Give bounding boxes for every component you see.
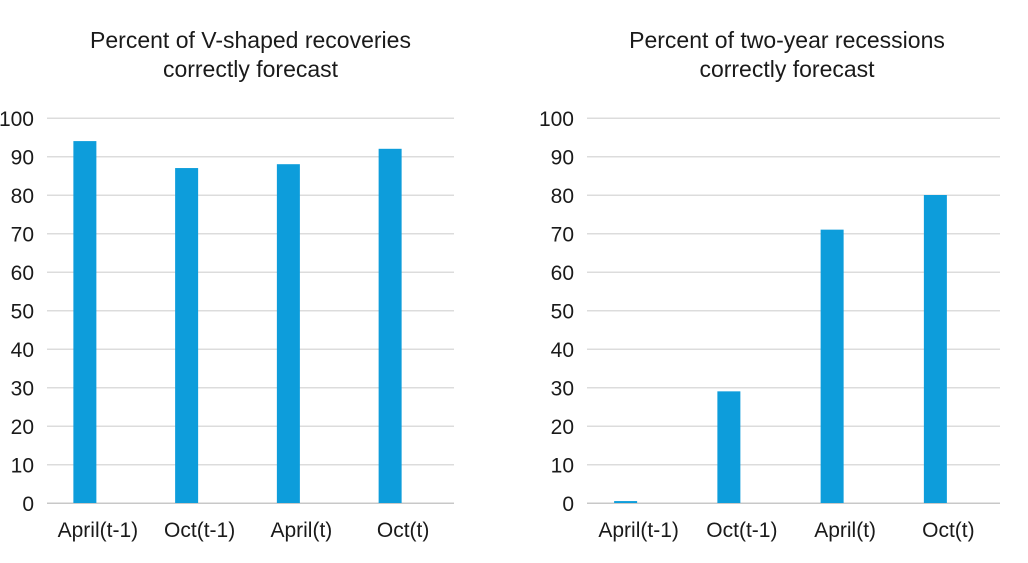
y-tick-label: 30 — [11, 378, 34, 401]
bar — [820, 229, 844, 503]
x-tick-label: Oct(t) — [377, 519, 430, 542]
bar — [614, 501, 638, 503]
y-tick-label: 80 — [11, 185, 34, 208]
bar — [717, 391, 741, 503]
bar-plot-left: 0 10 20 30 40 50 60 70 80 90 100 April(t-1) Oct(t-1)… — [0, 108, 454, 542]
x-tick-label: Oct(t-1) — [706, 519, 777, 542]
chart-title-line-2: correctly forecast — [162, 56, 339, 82]
x-tick-label: April(t) — [814, 519, 876, 542]
chart-title-right: Percent of two-year recessions correctly… — [574, 26, 1000, 84]
chart-two-year-recessions: Percent of two-year recessions correctly… — [514, 0, 1028, 563]
y-tick-label: 10 — [11, 455, 34, 478]
y-tick-label: 90 — [551, 147, 574, 170]
y-tick-label: 90 — [11, 147, 34, 170]
y-tick-label: 100 — [539, 108, 574, 131]
bar — [378, 148, 402, 504]
y-tick-label: 20 — [11, 416, 34, 439]
chart-title-line-1: Percent of V-shaped recoveries — [90, 27, 411, 53]
y-tick-label: 0 — [562, 493, 574, 516]
y-tick-label: 100 — [0, 108, 34, 131]
x-tick-label: April(t-1) — [58, 519, 139, 542]
y-tick-label: 30 — [551, 378, 574, 401]
y-tick-label: 60 — [551, 262, 574, 285]
y-tick-label: 20 — [551, 416, 574, 439]
chart-title-left: Percent of V-shaped recoveries correctly… — [47, 26, 454, 84]
x-tick-label: April(t-1) — [598, 519, 679, 542]
chart-title-line-2: correctly forecast — [699, 56, 875, 82]
bar — [175, 168, 199, 504]
x-tick-label: Oct(t-1) — [164, 519, 235, 542]
chart-v-shaped-recoveries: Percent of V-shaped recoveries correctly… — [0, 26, 454, 542]
y-tick-label: 70 — [11, 224, 34, 247]
y-tick-label: 60 — [11, 262, 34, 285]
x-tick-label: Oct(t) — [922, 519, 975, 542]
y-tick-label: 50 — [551, 301, 574, 324]
y-tick-label: 10 — [551, 455, 574, 478]
y-tick-label: 0 — [22, 493, 34, 516]
y-tick-label: 50 — [11, 301, 34, 324]
bar — [923, 195, 947, 503]
bar — [73, 141, 97, 503]
y-tick-label: 70 — [551, 224, 574, 247]
x-tick-label: April(t) — [270, 519, 332, 542]
bar-plot-right: 0 10 20 30 40 50 60 70 80 90 100 April(t-1) Oct(t-1)… — [539, 108, 1000, 542]
y-tick-label: 40 — [551, 339, 574, 362]
y-tick-label: 40 — [11, 339, 34, 362]
chart-title-line-1: Percent of two-year recessions — [629, 27, 945, 53]
y-tick-label: 80 — [551, 185, 574, 208]
bar — [276, 164, 300, 503]
